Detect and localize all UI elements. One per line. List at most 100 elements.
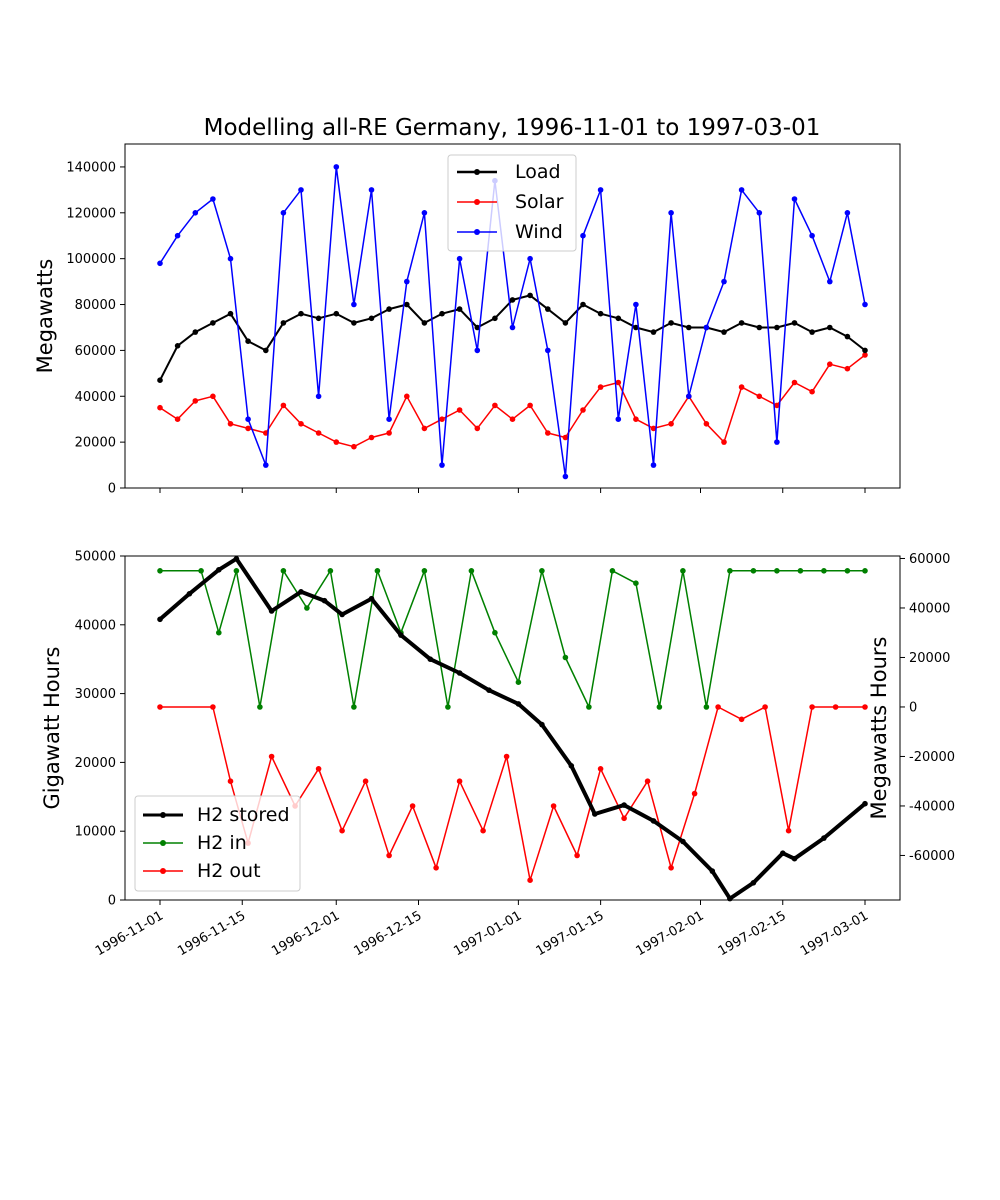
wind-series-point bbox=[580, 232, 586, 239]
h2-in-series-point bbox=[727, 568, 733, 574]
load-series-point bbox=[157, 377, 163, 384]
h2-out-series-point bbox=[268, 753, 275, 760]
h2-in-series-point bbox=[157, 568, 163, 574]
y-tick-label: 100000 bbox=[66, 252, 116, 267]
y-tick-label: 60000 bbox=[909, 552, 950, 567]
solar-series-point bbox=[597, 384, 604, 390]
h2-in-series-point bbox=[421, 568, 428, 574]
h2-out-series-point bbox=[574, 852, 580, 859]
h2-out-series-point bbox=[339, 827, 345, 834]
wind-series-point bbox=[827, 278, 833, 285]
x-tick-label: 1996-12-15 bbox=[352, 908, 425, 959]
load-series-point bbox=[791, 320, 798, 326]
h2-stored-series-point bbox=[186, 591, 193, 597]
wind-series-point bbox=[862, 301, 868, 308]
wind-series-point bbox=[562, 473, 569, 480]
y-tick-label: 40000 bbox=[75, 390, 116, 405]
h2-stored-series-point bbox=[427, 656, 434, 662]
solar-series-point bbox=[157, 404, 163, 411]
load-series-point bbox=[738, 320, 745, 326]
h2-out-series-point bbox=[785, 827, 792, 834]
load-series-point bbox=[721, 329, 727, 335]
y-tick-label: -60000 bbox=[909, 849, 955, 864]
wind-series-point bbox=[509, 324, 516, 331]
load-series-point bbox=[562, 320, 569, 326]
load-series-point bbox=[633, 324, 639, 331]
solar-series-point bbox=[615, 379, 622, 386]
wind-series-point bbox=[474, 347, 481, 354]
h2-in-series-point bbox=[586, 704, 592, 710]
h2-stored-series-point bbox=[650, 818, 657, 824]
legend-load-marker bbox=[474, 169, 480, 175]
load-series-point bbox=[174, 343, 181, 349]
h2-out-series-point bbox=[210, 704, 216, 710]
x-tick-label: 1996-12-01 bbox=[269, 908, 342, 959]
h2-stored-series-point bbox=[791, 855, 798, 862]
load-series-point bbox=[210, 320, 216, 326]
h2-in-series-point bbox=[233, 568, 240, 574]
wind-series-point bbox=[157, 260, 163, 267]
h2-stored-series-point bbox=[621, 802, 627, 808]
h2-out-series-point bbox=[668, 865, 674, 871]
wind-series-point bbox=[650, 462, 657, 468]
solar-series-point bbox=[404, 393, 410, 400]
wind-series-point bbox=[439, 462, 445, 468]
x-tick-label: 1997-01-01 bbox=[451, 908, 524, 959]
solar-series-point bbox=[474, 425, 481, 432]
solar-series-point bbox=[650, 425, 657, 432]
solar-series-point bbox=[738, 384, 745, 390]
load-series-point bbox=[298, 310, 304, 317]
h2-stored-series-point bbox=[157, 616, 163, 623]
load-series-point bbox=[192, 329, 199, 335]
top-y-axis-label: Megawatts bbox=[33, 259, 57, 374]
solar-series-point bbox=[245, 425, 251, 432]
load-series-point bbox=[862, 347, 868, 354]
wind-series-point bbox=[791, 196, 798, 202]
wind-series-point bbox=[315, 393, 322, 400]
legend-h2-stored-label: H2 stored bbox=[197, 804, 290, 826]
h2-out-series-point bbox=[809, 704, 815, 710]
h2-stored-series-point bbox=[862, 800, 868, 807]
h2-out-series-point bbox=[862, 704, 868, 710]
wind-series-point bbox=[245, 416, 251, 423]
h2-in-series-point bbox=[703, 704, 710, 710]
solar-series-point bbox=[721, 439, 727, 445]
load-series-point bbox=[597, 310, 604, 317]
h2-out-series-point bbox=[480, 827, 486, 834]
wind-series-point bbox=[527, 255, 533, 262]
h2-out-series-point bbox=[362, 778, 369, 784]
y-tick-label: 40000 bbox=[75, 618, 116, 633]
x-tick-label: 1997-02-01 bbox=[634, 908, 707, 959]
load-series-point bbox=[827, 324, 833, 331]
wind-series-point bbox=[738, 187, 745, 193]
load-series-point bbox=[756, 324, 763, 331]
legend-wind-label: Wind bbox=[515, 221, 563, 243]
y-tick-label: 0 bbox=[108, 894, 116, 909]
legend-h2-in-marker bbox=[160, 840, 166, 846]
y-tick-label: 80000 bbox=[75, 298, 116, 313]
legend-solar-label: Solar bbox=[515, 191, 564, 213]
wind-series-point bbox=[809, 232, 815, 239]
wind-series-point bbox=[844, 210, 851, 216]
load-series-point bbox=[439, 310, 445, 317]
h2-out-series-point bbox=[644, 778, 651, 784]
top-panel: 020000400006000080000100000120000140000 … bbox=[33, 143, 901, 497]
load-series-point bbox=[421, 320, 428, 326]
y-tick-label: 20000 bbox=[75, 436, 116, 451]
wind-series-point bbox=[456, 255, 463, 262]
legend-h2-stored-marker bbox=[160, 812, 166, 818]
load-series-point bbox=[668, 320, 674, 326]
wind-series-point bbox=[192, 210, 199, 216]
h2-stored-series-point bbox=[592, 811, 598, 817]
solar-series-point bbox=[809, 388, 815, 395]
h2-in-series-point bbox=[492, 629, 498, 636]
load-series-point bbox=[404, 301, 410, 308]
h2-stored-series-point bbox=[539, 721, 545, 728]
solar-series-point bbox=[703, 421, 710, 427]
h2-out-series-point bbox=[227, 778, 234, 784]
solar-series-point bbox=[756, 393, 763, 400]
y-tick-label: 140000 bbox=[66, 160, 116, 175]
h2-in-series-point bbox=[821, 568, 827, 574]
y-tick-label: 20000 bbox=[75, 756, 116, 771]
